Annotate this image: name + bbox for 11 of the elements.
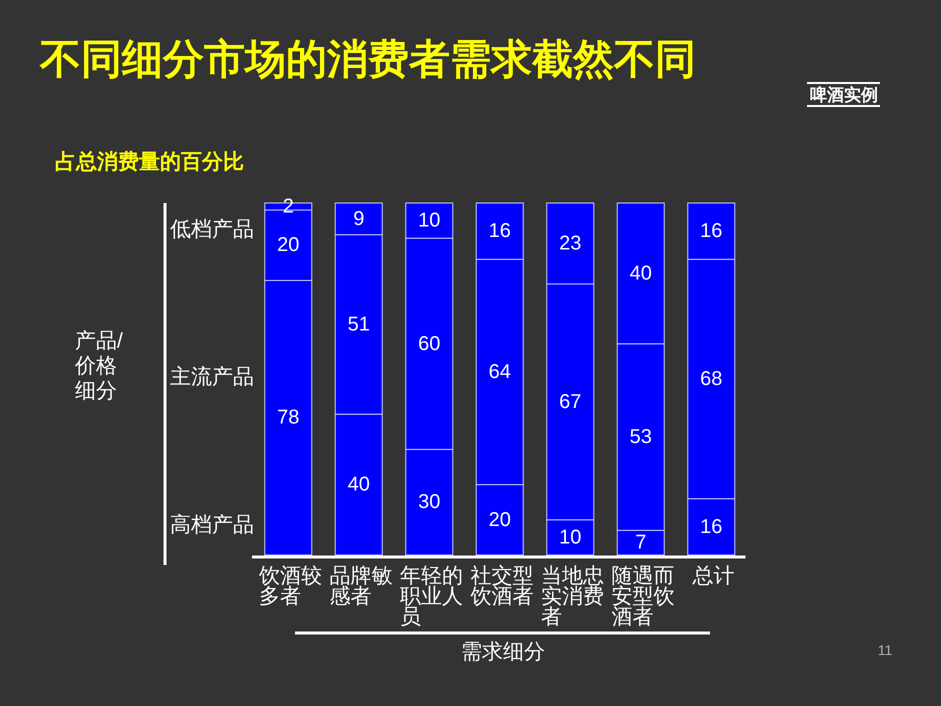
xlabel: 需求细分	[461, 640, 545, 664]
annotation: 价格	[75, 354, 117, 378]
annotation: 高档产品	[170, 514, 254, 537]
subtitle: 占总消费量的百分比	[55, 150, 244, 174]
annotation: 主流产品	[170, 366, 254, 389]
annotation: 啤酒实例	[810, 86, 878, 104]
title: 不同细分市场的消费者需求截然不同	[40, 36, 696, 82]
annotation: 产品/	[75, 330, 123, 352]
annotation: 细分	[75, 380, 117, 402]
annotation: 11	[878, 642, 892, 658]
annotation: 低档产品	[170, 218, 254, 241]
